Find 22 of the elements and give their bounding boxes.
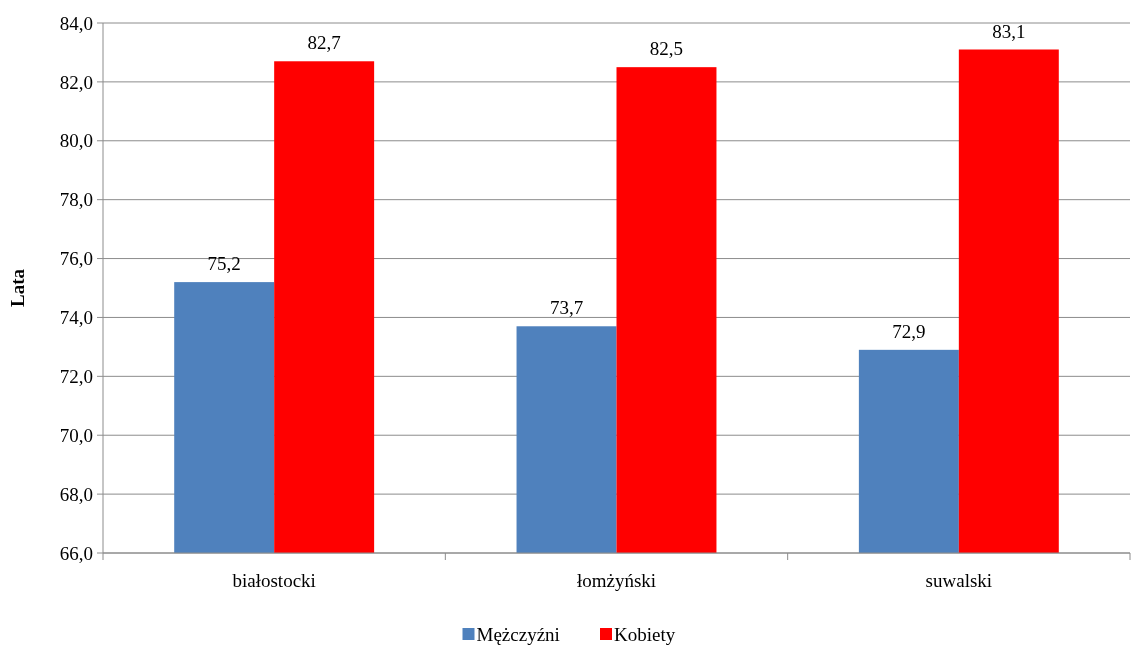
y-tick-label: 68,0 [59,483,93,505]
y-axis-title: Lata [7,268,28,307]
data-label: 83,1 [992,20,1026,42]
data-label: 82,5 [649,38,684,60]
x-tick-label: suwalski [925,570,993,591]
legend-label: Kobiety [614,623,676,645]
y-tick-label: 72,0 [59,365,93,387]
y-tick-label: 76,0 [59,248,93,270]
y-tick-label: 84,0 [59,12,93,34]
data-label: 72,9 [892,320,926,342]
y-tick-label: 80,0 [59,130,93,152]
y-tick-label: 82,0 [59,71,93,93]
x-tick-label: białostocki [232,570,316,591]
y-tick-label: 74,0 [59,307,93,329]
x-tick-label: łomżyński [576,570,657,591]
legend-label: Mężczyźni [476,623,560,645]
y-tick-label: 78,0 [59,189,93,211]
data-label: 82,7 [307,32,341,54]
y-tick-label: 66,0 [59,542,93,564]
y-tick-label: 70,0 [59,424,93,446]
data-label: 75,2 [207,253,241,275]
data-label: 73,7 [549,297,584,319]
